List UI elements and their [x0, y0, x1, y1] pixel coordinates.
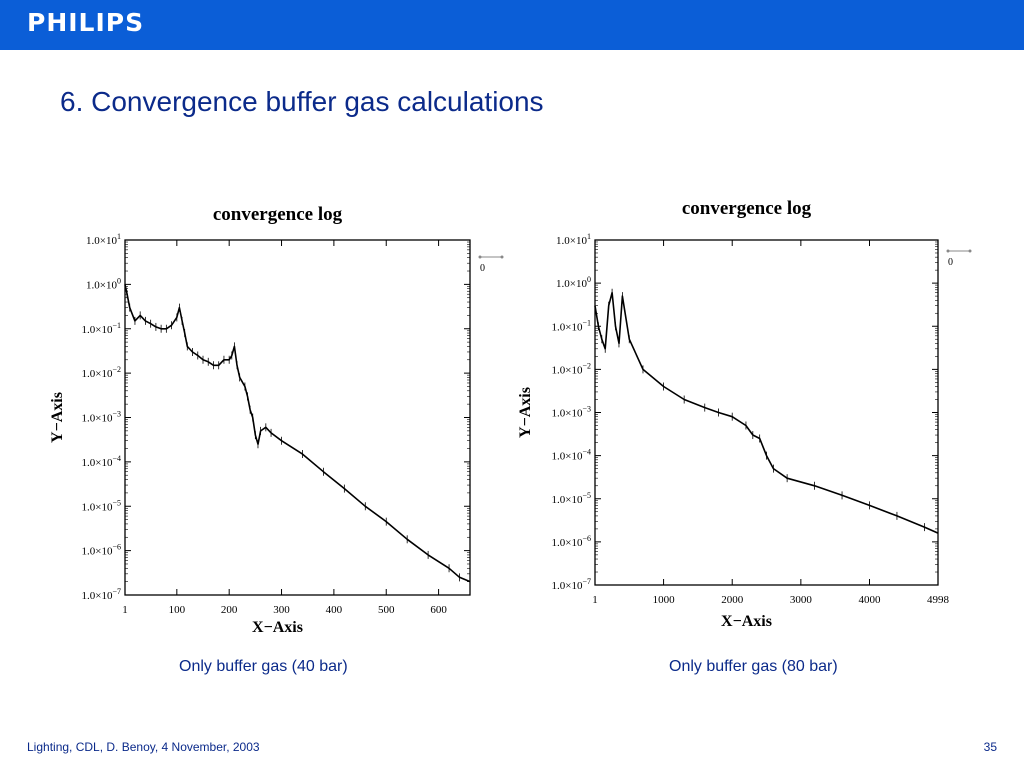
legend-marker	[478, 255, 482, 259]
x-tick-label: 3000	[790, 594, 813, 606]
legend-marker	[946, 249, 950, 253]
y-tick-label: 1.0×10−2	[82, 365, 121, 380]
chart-80bar: convergence log 1.0×101 1.0×100 1.0×10−1 1.0…	[510, 190, 980, 635]
y-tick-label: 1.0×100	[556, 275, 591, 290]
x-tick-label: 400	[326, 604, 343, 616]
plot-frame	[124, 239, 471, 596]
legend-label: 0	[480, 263, 485, 274]
y-axis-label: Y−Axis	[49, 392, 66, 443]
series-line	[124, 284, 471, 583]
y-tick-label: 1.0×10−6	[82, 543, 121, 558]
page-number: 35	[983, 740, 997, 754]
x-axis-label: X−Axis	[252, 619, 303, 636]
caption-80bar: Only buffer gas (80 bar)	[669, 658, 838, 675]
x-axis-label: X−Axis	[721, 613, 772, 630]
y-tick-label: 1.0×10−7	[82, 587, 121, 602]
series-line	[594, 291, 939, 534]
y-tick-label: 1.0×10−5	[82, 498, 121, 513]
x-tick-label: 600	[430, 604, 447, 616]
x-tick-label: 1	[592, 594, 598, 606]
caption-40bar: Only buffer gas (40 bar)	[179, 658, 348, 675]
y-tick-label: 1.0×10−1	[82, 321, 121, 336]
x-tick-label: 100	[169, 604, 186, 616]
footer-text: Lighting, CDL, D. Benoy, 4 November, 200…	[27, 740, 260, 754]
y-tick-label: 1.0×10−5	[552, 491, 591, 506]
y-tick-label: 1.0×10−6	[552, 534, 591, 549]
chart-40bar: convergence log 1.0×101 1.0×100 1.0×10−1 1.0…	[40, 195, 510, 640]
x-tick-label: 300	[273, 604, 290, 616]
y-tick-label: 1.0×10−2	[552, 361, 591, 376]
x-tick-label: 4000	[858, 594, 881, 606]
plot-frame	[594, 239, 939, 586]
y-tick-label: 1.0×10−7	[552, 577, 591, 592]
x-tick-label: 1000	[653, 594, 676, 606]
y-tick-label: 1.0×10−3	[82, 410, 121, 425]
legend-marker-end	[968, 249, 972, 253]
x-tick-label: 4998	[927, 594, 950, 606]
legend-label: 0	[948, 257, 953, 268]
x-tick-label: 1	[122, 604, 128, 616]
y-tick-label: 1.0×10−4	[552, 448, 591, 463]
y-tick-label: 1.0×100	[86, 276, 121, 291]
y-tick-label: 1.0×10−3	[552, 405, 591, 420]
slide-title: 6. Convergence buffer gas calculations	[60, 86, 544, 117]
chart-80bar-svg: convergence log 1.0×101 1.0×100 1.0×10−1 1.0…	[517, 198, 972, 630]
chart-title: convergence log	[213, 204, 343, 225]
legend-marker-end	[500, 255, 504, 259]
chart-title: convergence log	[682, 198, 812, 219]
brand-bar: PHILIPS	[0, 0, 1024, 50]
chart-40bar-svg: convergence log 1.0×101 1.0×100 1.0×10−1 1.0…	[49, 204, 504, 636]
y-tick-label: 1.0×101	[86, 232, 121, 247]
x-tick-label: 200	[221, 604, 238, 616]
x-tick-label: 500	[378, 604, 395, 616]
y-axis-label: Y−Axis	[517, 387, 534, 438]
y-tick-label: 1.0×10−4	[82, 454, 121, 469]
philips-logo: PHILIPS	[27, 8, 145, 37]
x-tick-label: 2000	[721, 594, 744, 606]
y-tick-label: 1.0×10−1	[552, 318, 591, 333]
y-tick-label: 1.0×101	[556, 232, 591, 247]
